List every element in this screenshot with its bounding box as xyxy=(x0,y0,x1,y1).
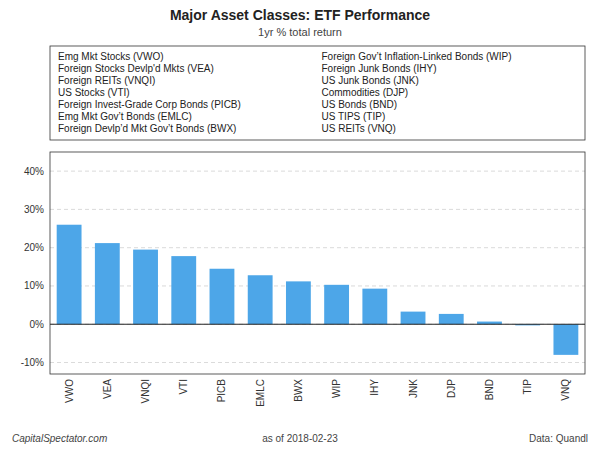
footer-text: as of 2018-02-23 xyxy=(262,433,338,444)
x-tick-label: VTI xyxy=(178,379,189,395)
y-tick-label: 20% xyxy=(24,242,44,253)
x-tick-label: DJP xyxy=(446,379,457,398)
bar xyxy=(362,289,387,325)
x-tick-label: PICB xyxy=(216,379,227,403)
x-tick-label: VNQI xyxy=(140,379,151,403)
bar xyxy=(95,243,120,324)
bar xyxy=(210,269,235,325)
footer-text: Data: Quandl xyxy=(529,433,588,444)
x-tick-label: BND xyxy=(484,379,495,400)
x-axis: VWO VEA VNQI VTI PICB EMLC BWX WIP IHY JNK DJP BND T… xyxy=(64,379,572,407)
y-tick-label: 0% xyxy=(30,319,45,330)
grid-line xyxy=(50,285,585,286)
y-tick-label: 30% xyxy=(24,204,44,215)
bars xyxy=(57,225,579,355)
bar xyxy=(248,275,273,324)
annotation: Foreign Gov’t Inflation-Linked Bonds (WI… xyxy=(322,51,512,62)
annotation: US REITs (VNQ) xyxy=(322,123,396,134)
y-tick-label: -10% xyxy=(21,357,44,368)
zero-line xyxy=(50,324,585,325)
annotation: Foreign Devlp’d Mkt Gov’t Bonds (BWX) xyxy=(58,123,236,134)
x-tick-label: VNQ xyxy=(560,379,571,401)
x-tick-label: VWO xyxy=(64,379,75,403)
plot-frame xyxy=(50,152,585,374)
title: Major Asset Classes: ETF Performance xyxy=(170,7,430,23)
grid-line xyxy=(50,209,585,210)
bar xyxy=(324,285,349,324)
footer-text: CapitalSpectator.com xyxy=(12,433,107,444)
annotation: Foreign Invest-Grade Corp Bonds (PICB) xyxy=(58,99,241,110)
x-tick-label: EMLC xyxy=(255,379,266,407)
footer: CapitalSpectator.com as of 2018-02-23 Data… xyxy=(12,433,588,444)
bar xyxy=(401,312,426,325)
grid xyxy=(50,171,585,362)
x-tick-label: IHY xyxy=(369,379,380,396)
x-tick-label: TIP xyxy=(522,379,533,395)
grid-line xyxy=(50,247,585,248)
annotation: US Bonds (BND) xyxy=(322,99,398,110)
bar xyxy=(439,314,464,324)
annotation: US Stocks (VTI) xyxy=(58,87,130,98)
y-axis: -10% 0% 10% 20% 30% 40% xyxy=(21,166,44,368)
annotation: US TIPS (TIP) xyxy=(322,111,386,122)
subtitle: 1yr % total return xyxy=(258,26,342,38)
x-tick-label: JNK xyxy=(408,379,419,398)
annotation: Foreign REITs (VNQI) xyxy=(58,75,155,86)
bar xyxy=(57,225,82,325)
bar xyxy=(286,281,311,324)
annotation: Foreign Stocks Devlp'd Mkts (VEA) xyxy=(58,63,214,74)
annotation: Foreign Junk Bonds (IHY) xyxy=(322,63,437,74)
annotation: Commodities (DJP) xyxy=(322,87,409,98)
annotation: Emg Mkt Gov’t Bonds (EMLC) xyxy=(58,111,192,122)
annotation-frame xyxy=(50,46,585,140)
bar xyxy=(171,256,196,324)
annotation-box: Emg Mkt Stocks (VWO)Foreign Stocks Devlp… xyxy=(50,46,585,140)
bar xyxy=(133,250,158,325)
x-tick-label: WIP xyxy=(331,379,342,398)
annotation: US Junk Bonds (JNK) xyxy=(322,75,419,86)
annotation: Emg Mkt Stocks (VWO) xyxy=(58,51,164,62)
chart: Major Asset Classes: ETF Performance 1yr … xyxy=(0,0,600,450)
grid-line xyxy=(50,362,585,363)
y-tick-label: 40% xyxy=(24,166,44,177)
grid-line xyxy=(50,324,585,325)
x-tick-label: BWX xyxy=(293,379,304,402)
y-tick-label: 10% xyxy=(24,280,44,291)
bar xyxy=(553,324,578,355)
x-tick-label: VEA xyxy=(102,379,113,399)
page: {"chart_data": { "type": "bar", "title":… xyxy=(0,0,600,450)
grid-line xyxy=(50,171,585,172)
